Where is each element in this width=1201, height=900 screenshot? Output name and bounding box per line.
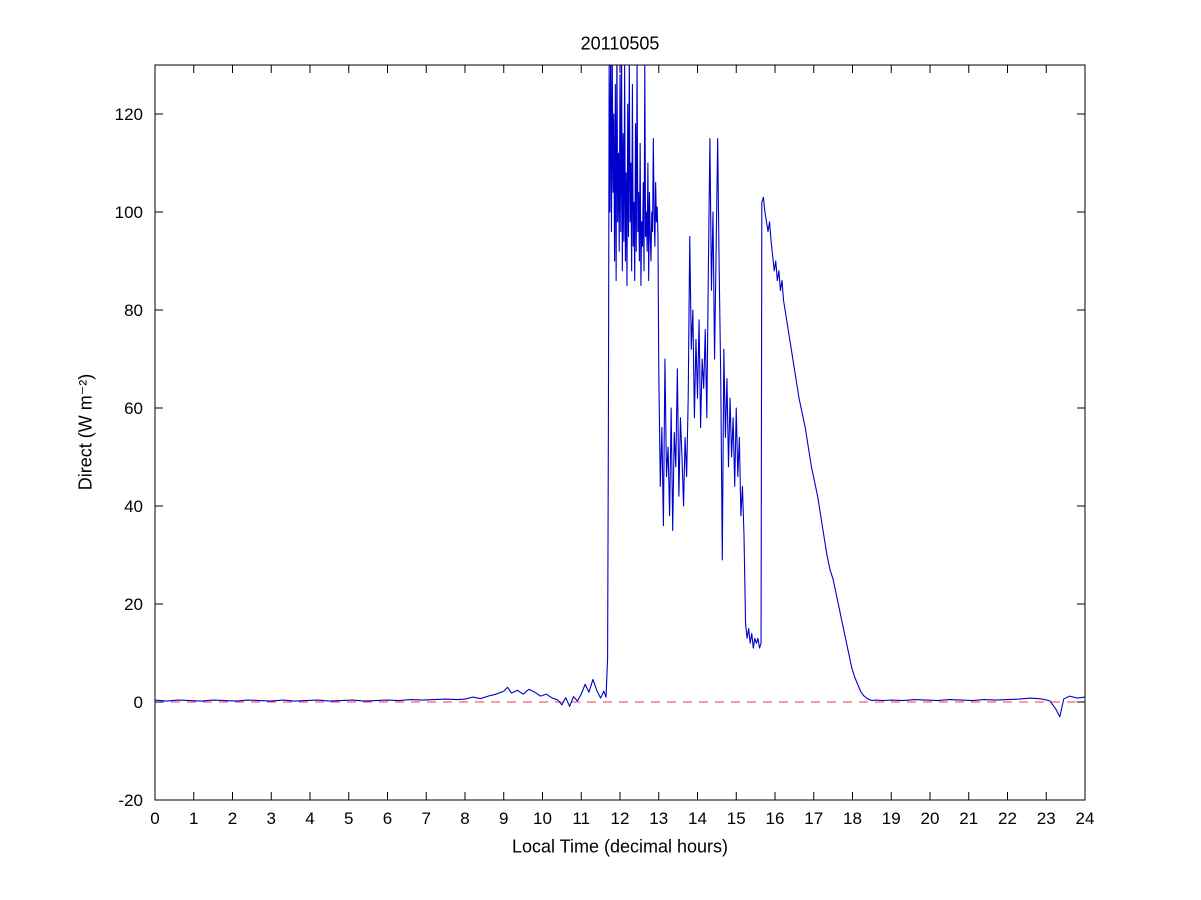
x-tick-label: 23 [1037,809,1056,828]
x-tick-label: 18 [843,809,862,828]
x-tick-label: 4 [305,809,314,828]
y-tick-label: 100 [115,203,143,222]
x-tick-label: 14 [688,809,707,828]
x-tick-label: 15 [727,809,746,828]
y-tick-label: -20 [118,791,143,810]
x-tick-label: 20 [921,809,940,828]
x-tick-label: 21 [959,809,978,828]
y-tick-label: 60 [124,399,143,418]
x-tick-label: 11 [572,809,590,828]
x-tick-label: 12 [611,809,630,828]
x-tick-label: 5 [344,809,353,828]
y-tick-label: 80 [124,301,143,320]
series-direct-irradiance [155,65,1085,718]
x-tick-label: 22 [998,809,1017,828]
x-tick-label: 7 [422,809,431,828]
chart-title: 20110505 [580,33,660,54]
x-tick-label: 3 [267,809,276,828]
x-tick-label: 9 [499,809,508,828]
x-tick-label: 2 [228,809,237,828]
y-tick-label: 0 [134,693,143,712]
x-tick-label: 8 [460,809,469,828]
x-tick-label: 6 [383,809,392,828]
y-axis-label: Direct (W m⁻²) [75,373,96,491]
x-tick-label: 13 [649,809,668,828]
x-tick-label: 19 [882,809,901,828]
x-axis-label: Local Time (decimal hours) [511,836,729,857]
x-tick-label: 10 [533,809,552,828]
x-tick-label: 24 [1076,809,1095,828]
x-tick-label: 0 [150,809,159,828]
x-tick-label: 1 [189,809,198,828]
y-tick-label: 20 [124,595,143,614]
y-tick-label: 40 [124,497,143,516]
x-tick-label: 17 [804,809,823,828]
x-tick-label: 16 [766,809,785,828]
y-tick-label: 120 [115,105,143,124]
